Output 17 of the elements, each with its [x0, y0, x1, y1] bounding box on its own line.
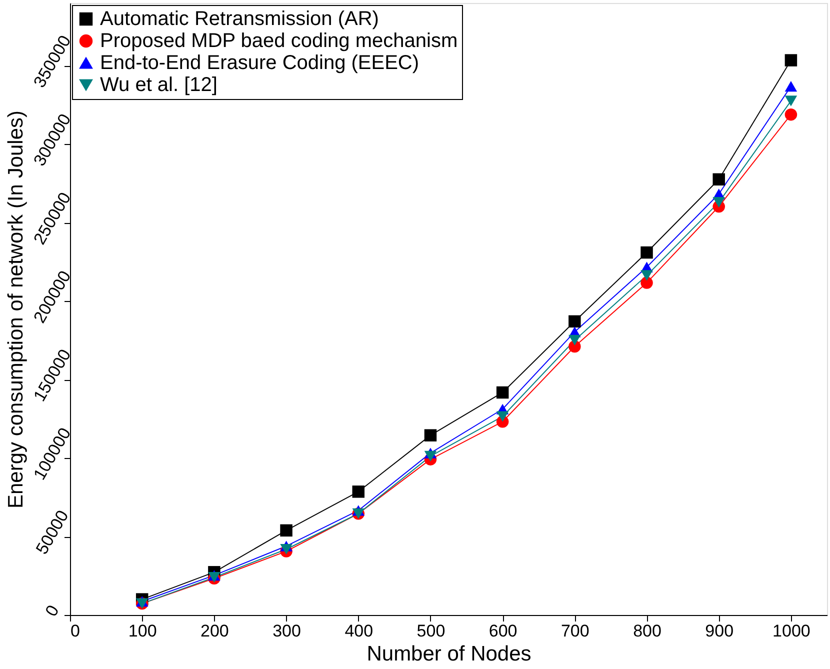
legend-label: Automatic Retransmission (AR): [100, 8, 379, 30]
x-tick-label: 600: [488, 622, 518, 640]
x-tick-label: 100: [128, 622, 157, 640]
x-tick-label: 700: [560, 622, 590, 640]
x-tick-label: 200: [200, 622, 229, 640]
x-axis-title: Number of Nodes: [366, 642, 532, 666]
x-tick-label: 800: [633, 622, 662, 640]
x-tick-label: 500: [416, 622, 446, 640]
y-axis-title: Energy consumption of network (In Joules): [4, 110, 28, 509]
x-tick-label: 900: [705, 622, 734, 640]
x-tick-label: 1000: [772, 622, 810, 640]
x-tick-label: 400: [344, 622, 374, 640]
y-tick-label: 0: [42, 602, 63, 620]
legend-label: Wu et al. [12]: [100, 74, 218, 96]
legend-label: Proposed MDP baed coding mechanism: [100, 30, 458, 52]
legend-label: End-to-End Erasure Coding (EEEC): [100, 52, 420, 74]
x-tick-label: 300: [272, 622, 301, 640]
